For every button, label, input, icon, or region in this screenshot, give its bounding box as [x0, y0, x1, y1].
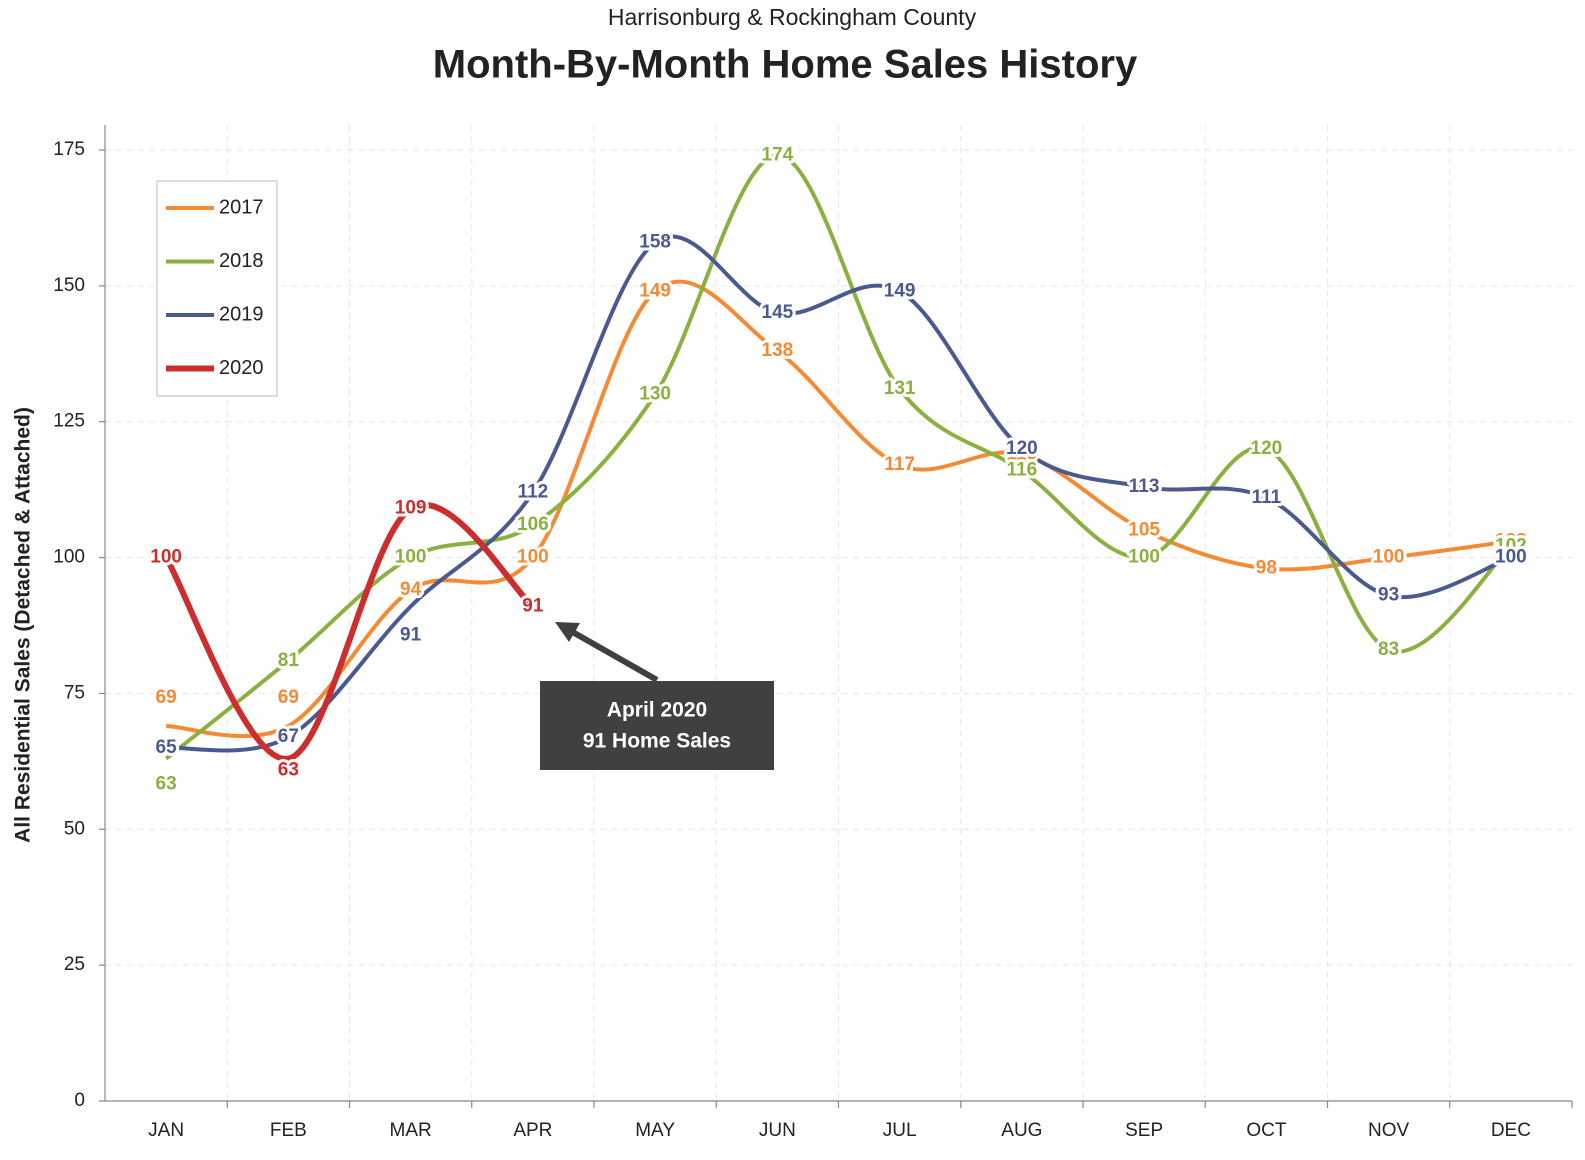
data-label: 112: [518, 481, 549, 502]
x-tick-label: AUG: [1001, 1120, 1042, 1141]
x-tick-label: NOV: [1368, 1120, 1410, 1141]
series-line: [165, 234, 1512, 753]
data-label: 145: [762, 302, 794, 323]
data-label: 103: [1495, 530, 1527, 551]
data-label: 98: [1256, 557, 1277, 578]
data-label: 109: [395, 498, 427, 519]
y-tick-label: 25: [64, 954, 85, 975]
data-label: 94: [400, 579, 422, 600]
x-tick-label: SEP: [1125, 1120, 1163, 1141]
annotation-box: [540, 681, 774, 770]
data-label: 100: [1128, 547, 1160, 568]
y-tick-label: 75: [64, 682, 85, 703]
series-line: [164, 153, 1513, 761]
data-label: 120: [1251, 438, 1283, 459]
series-line: [166, 279, 1512, 739]
grid: 0 25 50 75 100 125 150 175 JAN FEB MAR APR MAY JUN JUL…: [53, 125, 1573, 1141]
y-tick-label: 150: [53, 275, 85, 296]
y-tick-label: 0: [74, 1090, 85, 1111]
data-label: 131: [884, 378, 916, 399]
y-tick-label: 50: [64, 818, 85, 839]
y-axis-label: All Residential Sales (Detached & Attach…: [12, 407, 35, 843]
chart-title: Month-By-Month Home Sales History: [433, 43, 1138, 87]
data-label: 117: [884, 454, 915, 475]
data-label: 67: [278, 726, 299, 747]
data-label: 174: [762, 144, 794, 165]
legend-box: [156, 180, 278, 397]
data-label: 111: [1252, 487, 1282, 508]
x-tick-label: APR: [513, 1120, 552, 1141]
data-label: 158: [639, 231, 671, 252]
data-label: 119: [1007, 443, 1038, 464]
data-label: 102: [1495, 536, 1527, 557]
data-label: 93: [1378, 585, 1399, 606]
x-tick-label: MAY: [635, 1120, 675, 1141]
data-label: 100: [395, 547, 427, 568]
data-label: 100: [1373, 547, 1405, 568]
annotation-arrowhead: [555, 622, 580, 642]
x-tick-label: JUN: [759, 1120, 796, 1141]
data-label: 91: [522, 595, 544, 616]
y-tick-label: 100: [53, 547, 85, 568]
data-labels: 69 69941001491381171191059810010363811001…: [147, 141, 1529, 797]
series-line: [163, 502, 535, 762]
data-label: 149: [884, 280, 916, 301]
data-label: 149: [639, 280, 671, 301]
annotation-text: 91 Home Sales: [583, 730, 731, 753]
x-tick-label: JAN: [148, 1120, 184, 1141]
data-label: 120: [1006, 438, 1038, 459]
legend-label: 2020: [219, 357, 264, 379]
x-tick-label: MAR: [390, 1120, 432, 1141]
annotation-text: April 2020: [607, 699, 707, 722]
data-label: 63: [278, 760, 299, 781]
x-tick-label: JUL: [883, 1120, 917, 1141]
data-label: 116: [1007, 460, 1038, 481]
annotation: April 2020 91 Home Sales: [540, 622, 774, 770]
data-label: 83: [1378, 639, 1399, 660]
data-label: 130: [639, 384, 671, 405]
legend-label: 2019: [219, 303, 264, 325]
data-label: 106: [517, 514, 549, 535]
legend-label: 2018: [219, 250, 264, 272]
data-label: 63: [156, 774, 177, 795]
data-label: 113: [1129, 476, 1160, 497]
legend-label: 2017: [219, 196, 264, 218]
annotation-arrow: [560, 623, 659, 683]
y-tick-label: 125: [53, 411, 85, 432]
data-label: 105: [1128, 519, 1160, 540]
x-tick-label: OCT: [1246, 1120, 1287, 1141]
data-label: 81: [278, 650, 300, 671]
x-tick-label: FEB: [270, 1120, 307, 1141]
x-tick-label: DEC: [1491, 1120, 1531, 1141]
data-label: 65: [156, 737, 178, 758]
data-label: 100: [517, 547, 549, 568]
data-label: 100: [150, 547, 182, 568]
data-label: 91: [400, 624, 422, 645]
lines: [163, 153, 1513, 762]
y-tick-label: 175: [53, 139, 85, 160]
data-label: 69: [156, 687, 177, 708]
data-label: 138: [762, 340, 794, 361]
data-label: 69: [278, 687, 299, 708]
data-label: 100: [1495, 547, 1527, 568]
chart-subtitle: Harrisonburg & Rockingham County: [608, 4, 977, 30]
